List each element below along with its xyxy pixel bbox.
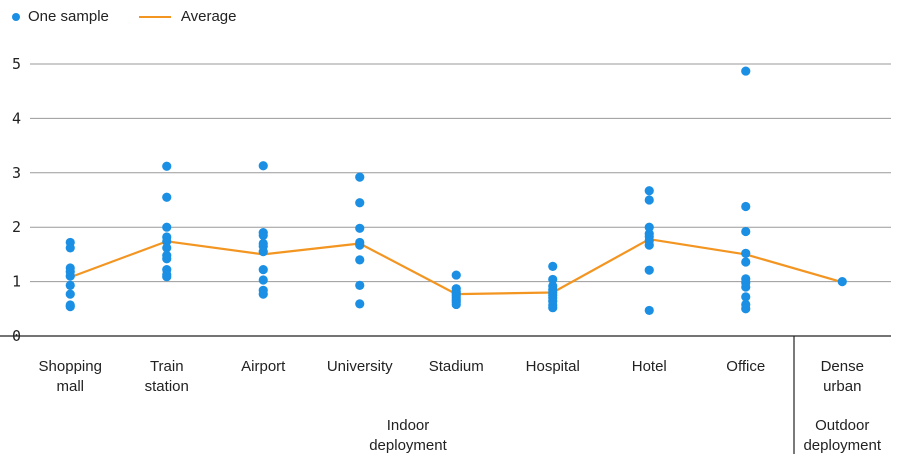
sample-point [741,66,751,76]
sample-point [162,254,172,264]
sample-point [644,186,654,196]
x-tick-label: Stadium [429,358,484,375]
sample-point [741,201,751,212]
x-tick-label: Shopping mall [39,358,102,395]
sample-point [548,303,558,313]
sample-point [355,172,365,182]
sample-point [644,195,654,205]
sample-marker-icon [12,12,20,21]
sample-point [355,223,365,233]
sample-point [162,243,172,253]
sample-point [258,265,268,275]
sample-point [162,272,172,282]
sample-point [162,192,172,202]
sample-point [644,222,654,232]
sample-point [65,243,75,253]
sample-point [355,255,365,265]
legend: One sample Average [12,8,236,25]
x-tick-label: Office [726,358,765,375]
sample-point [258,247,268,257]
sample-point [741,226,751,237]
sample-point [65,289,75,299]
sample-point [837,277,847,287]
sample-point [162,161,172,171]
sample-point [258,161,268,171]
sample-point [355,198,365,208]
legend-sample-label: One sample [28,8,109,25]
sample-point [162,236,172,246]
sample-point [65,302,75,312]
sample-point [548,261,558,271]
y-tick-label: 4 [12,109,21,127]
x-tick-label: Train station [145,358,189,395]
x-tick-label: Airport [241,358,286,375]
sample-point [355,240,365,250]
average-line-icon [138,15,171,18]
sample-point [548,274,558,285]
sample-point [644,305,654,316]
sample-point [741,292,751,302]
legend-average-label: Average [180,8,237,25]
x-tick-label: Dense urban [821,358,864,395]
sample-point [65,271,75,281]
y-tick-label: 5 [12,55,21,73]
sample-point [644,240,654,250]
y-tick-label: 1 [12,273,21,291]
x-tick-label: University [327,358,393,375]
sample-point [741,282,751,292]
y-tick-label: 3 [12,164,21,182]
sample-point [258,275,268,285]
group-label: Outdoor deployment [803,417,881,454]
sample-point [258,230,268,240]
y-tick-label: 2 [12,218,21,236]
sample-point [162,222,172,232]
sample-point [741,248,751,258]
group-label: Indoor deployment [369,417,447,454]
sample-point [741,304,751,314]
sample-point [644,265,654,275]
sample-point [451,270,461,280]
sample-point [258,289,268,299]
x-tick-label: Hospital [526,358,580,375]
x-tick-label: Hotel [632,358,667,375]
sample-point [451,299,461,310]
sample-point [741,257,751,267]
sample-point [65,280,75,291]
sample-point [355,299,365,309]
sample-point [355,280,365,291]
